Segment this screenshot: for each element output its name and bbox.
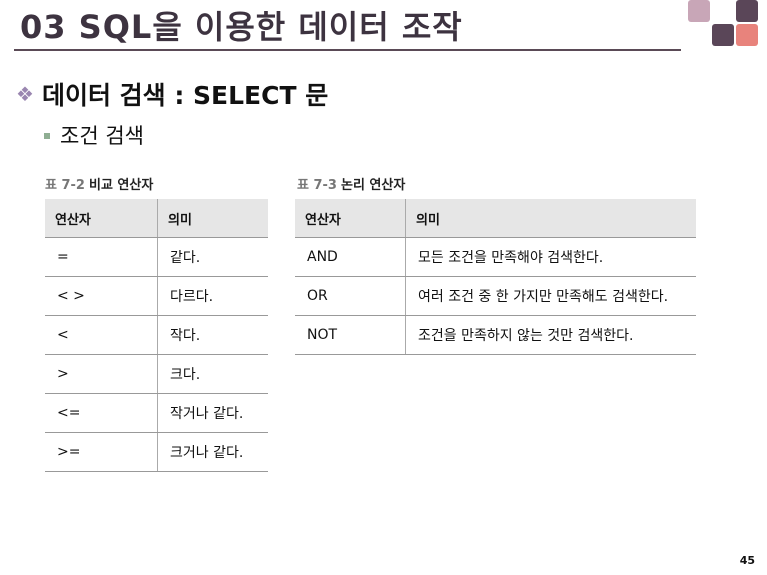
- table-row: <= 작거나 같다.: [45, 393, 268, 433]
- decor-square: [712, 24, 734, 46]
- table-cell: >: [45, 354, 158, 394]
- table-cell: >=: [45, 432, 158, 472]
- table-cell: 다르다.: [157, 276, 268, 316]
- table-cell: 모든 조건을 만족해야 검색한다.: [405, 237, 696, 277]
- decor-square: [688, 0, 710, 22]
- diamond-bullet-icon: ❖: [16, 82, 34, 106]
- table-row: AND 모든 조건을 만족해야 검색한다.: [295, 237, 696, 277]
- table-cell: <=: [45, 393, 158, 433]
- table-cell: 크거나 같다.: [157, 432, 268, 472]
- table-cell: 여러 조건 중 한 가지만 만족해도 검색한다.: [405, 276, 696, 316]
- table-cell: AND: [295, 237, 406, 277]
- table2-caption: 표 7-3 논리 연산자: [297, 178, 406, 193]
- decor-square: [736, 0, 758, 22]
- title-divider: [14, 49, 681, 51]
- slide-title: 03 SQL을 이용한 데이터 조작: [20, 8, 463, 46]
- column-header: 의미: [405, 199, 696, 238]
- table-row: < 작다.: [45, 315, 268, 355]
- page-number: 45: [739, 554, 755, 567]
- table-cell: 작다.: [157, 315, 268, 355]
- table-cell: <: [45, 315, 158, 355]
- logical-operator-table: 연산자 의미 AND 모든 조건을 만족해야 검색한다. OR 여러 조건 중 한 …: [295, 199, 696, 355]
- square-bullet-icon: [44, 133, 50, 139]
- section-heading: ❖ 데이터 검색 : SELECT 문: [16, 76, 328, 112]
- column-header: 연산자: [295, 199, 406, 238]
- table-cell: NOT: [295, 315, 406, 355]
- table-row: >= 크거나 같다.: [45, 432, 268, 472]
- sub-heading: 조건 검색: [44, 120, 144, 150]
- column-header: 연산자: [45, 199, 158, 238]
- table-row: OR 여러 조건 중 한 가지만 만족해도 검색한다.: [295, 276, 696, 316]
- column-header: 의미: [157, 199, 268, 238]
- table-cell: 크다.: [157, 354, 268, 394]
- table-row: = 같다.: [45, 237, 268, 277]
- table-cell: OR: [295, 276, 406, 316]
- table1-caption: 표 7-2 비교 연산자: [45, 178, 154, 193]
- section-heading-text: 데이터 검색 : SELECT 문: [41, 81, 329, 110]
- table-cell: =: [45, 237, 158, 277]
- table-row: NOT 조건을 만족하지 않는 것만 검색한다.: [295, 315, 696, 355]
- table-row: < > 다르다.: [45, 276, 268, 316]
- table-cell: 조건을 만족하지 않는 것만 검색한다.: [405, 315, 696, 355]
- table-cell: 작거나 같다.: [157, 393, 268, 433]
- decor-square: [736, 24, 758, 46]
- table-cell: < >: [45, 276, 158, 316]
- table-row: > 크다.: [45, 354, 268, 394]
- comparison-operator-table: 연산자 의미 = 같다. < > 다르다. < 작다. > 크다. <= 작거나 같다. …: [45, 199, 268, 472]
- table-cell: 같다.: [157, 237, 268, 277]
- sub-heading-text: 조건 검색: [60, 124, 144, 148]
